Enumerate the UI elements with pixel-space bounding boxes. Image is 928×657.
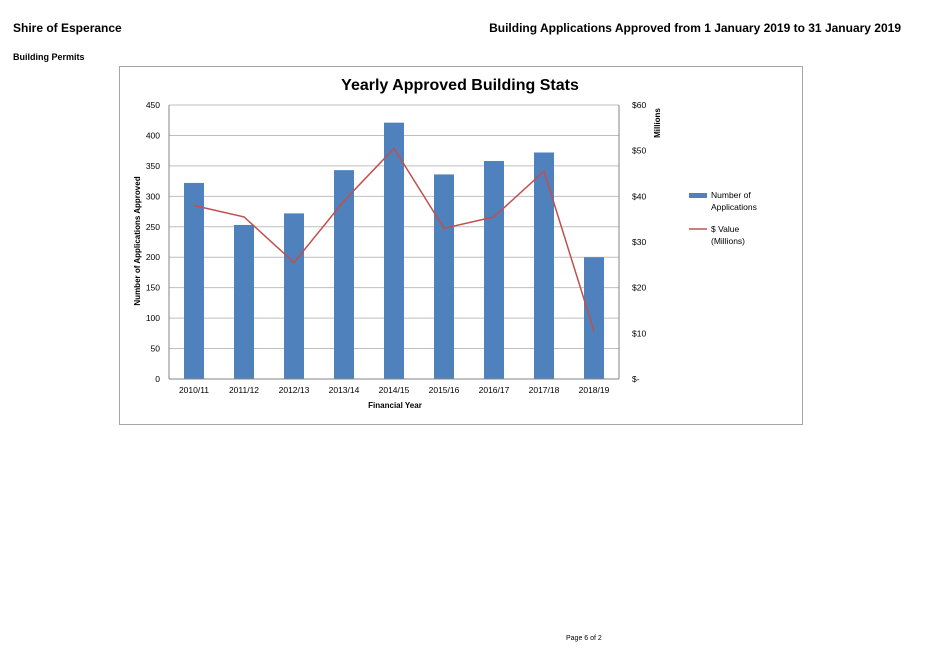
x-tick-label: 2016/17 bbox=[479, 385, 510, 395]
y2-tick-label: $40 bbox=[632, 191, 646, 201]
line-point bbox=[293, 261, 295, 264]
combo-chart: Yearly Approved Building Stats 0 50 100 150… bbox=[133, 77, 757, 410]
x-tick-label: 2012/13 bbox=[279, 385, 310, 395]
line-point bbox=[593, 330, 595, 332]
chart-container: Yearly Approved Building Stats 0 50 100 150… bbox=[119, 66, 803, 425]
x-tick-label: 2010/11 bbox=[179, 385, 209, 395]
line-point bbox=[193, 204, 195, 207]
y2-axis-title: Millions bbox=[653, 108, 662, 138]
chart-title: Yearly Approved Building Stats bbox=[341, 77, 579, 94]
line-series bbox=[193, 147, 595, 332]
x-tick-label: 2011/12 bbox=[229, 385, 259, 395]
page-number: Page 6 of 2 bbox=[566, 635, 602, 642]
y-tick-label: 450 bbox=[146, 100, 160, 110]
bar bbox=[334, 170, 354, 379]
y-tick-label: 150 bbox=[146, 283, 160, 293]
y-tick-label: 350 bbox=[146, 161, 160, 171]
bar bbox=[384, 122, 404, 379]
x-axis-title: Financial Year bbox=[368, 401, 422, 410]
bar bbox=[284, 213, 304, 379]
bar bbox=[184, 182, 204, 379]
y2-tick-label: $30 bbox=[632, 237, 646, 247]
y2-tick-label: $10 bbox=[632, 328, 646, 338]
bar bbox=[534, 152, 554, 379]
line-point bbox=[543, 170, 545, 173]
y-tick-label: 0 bbox=[155, 374, 160, 384]
y-tick-label: 200 bbox=[146, 252, 160, 262]
y2-tick-label: $20 bbox=[632, 283, 646, 293]
y-tick-label: 300 bbox=[146, 191, 160, 201]
y-tick-label: 50 bbox=[151, 344, 161, 354]
org-name: Shire of Esperance bbox=[13, 21, 122, 35]
bar-series bbox=[184, 122, 604, 379]
x-tick-label: 2017/18 bbox=[529, 385, 560, 395]
legend-bar-swatch bbox=[689, 193, 707, 198]
x-tick-label: 2014/15 bbox=[379, 385, 410, 395]
report-title: Building Applications Approved from 1 Ja… bbox=[489, 21, 901, 35]
bar bbox=[434, 174, 454, 379]
x-tick-label: 2013/14 bbox=[329, 385, 360, 395]
line-point bbox=[393, 147, 395, 150]
section-title: Building Permits bbox=[13, 52, 85, 62]
x-tick-label: 2018/19 bbox=[579, 385, 610, 395]
y-tick-label: 100 bbox=[146, 313, 160, 323]
line-point bbox=[343, 200, 345, 202]
y2-tick-label: $- bbox=[632, 374, 640, 384]
axes: 0 50 100 150 200 250 300 350 400 450 $- $10 $20 $30 $4… bbox=[146, 100, 647, 395]
line-point bbox=[243, 216, 245, 218]
y-tick-label: 250 bbox=[146, 222, 160, 232]
y2-tick-label: $50 bbox=[632, 146, 646, 156]
legend-line-label: $ Value (Millions) bbox=[711, 224, 745, 246]
line-point bbox=[443, 227, 445, 230]
y2-tick-label: $60 bbox=[632, 100, 646, 110]
y-tick-label: 400 bbox=[146, 130, 160, 140]
legend: Number of Applications $ Value (Millions… bbox=[689, 190, 757, 246]
legend-bar-label: Number of Applications bbox=[711, 190, 757, 212]
line-point bbox=[493, 216, 495, 218]
y-axis-title: Number of Applications Approved bbox=[133, 176, 142, 305]
bar bbox=[234, 224, 254, 379]
bar bbox=[484, 161, 504, 379]
x-tick-label: 2015/16 bbox=[429, 385, 460, 395]
bar bbox=[584, 257, 604, 379]
